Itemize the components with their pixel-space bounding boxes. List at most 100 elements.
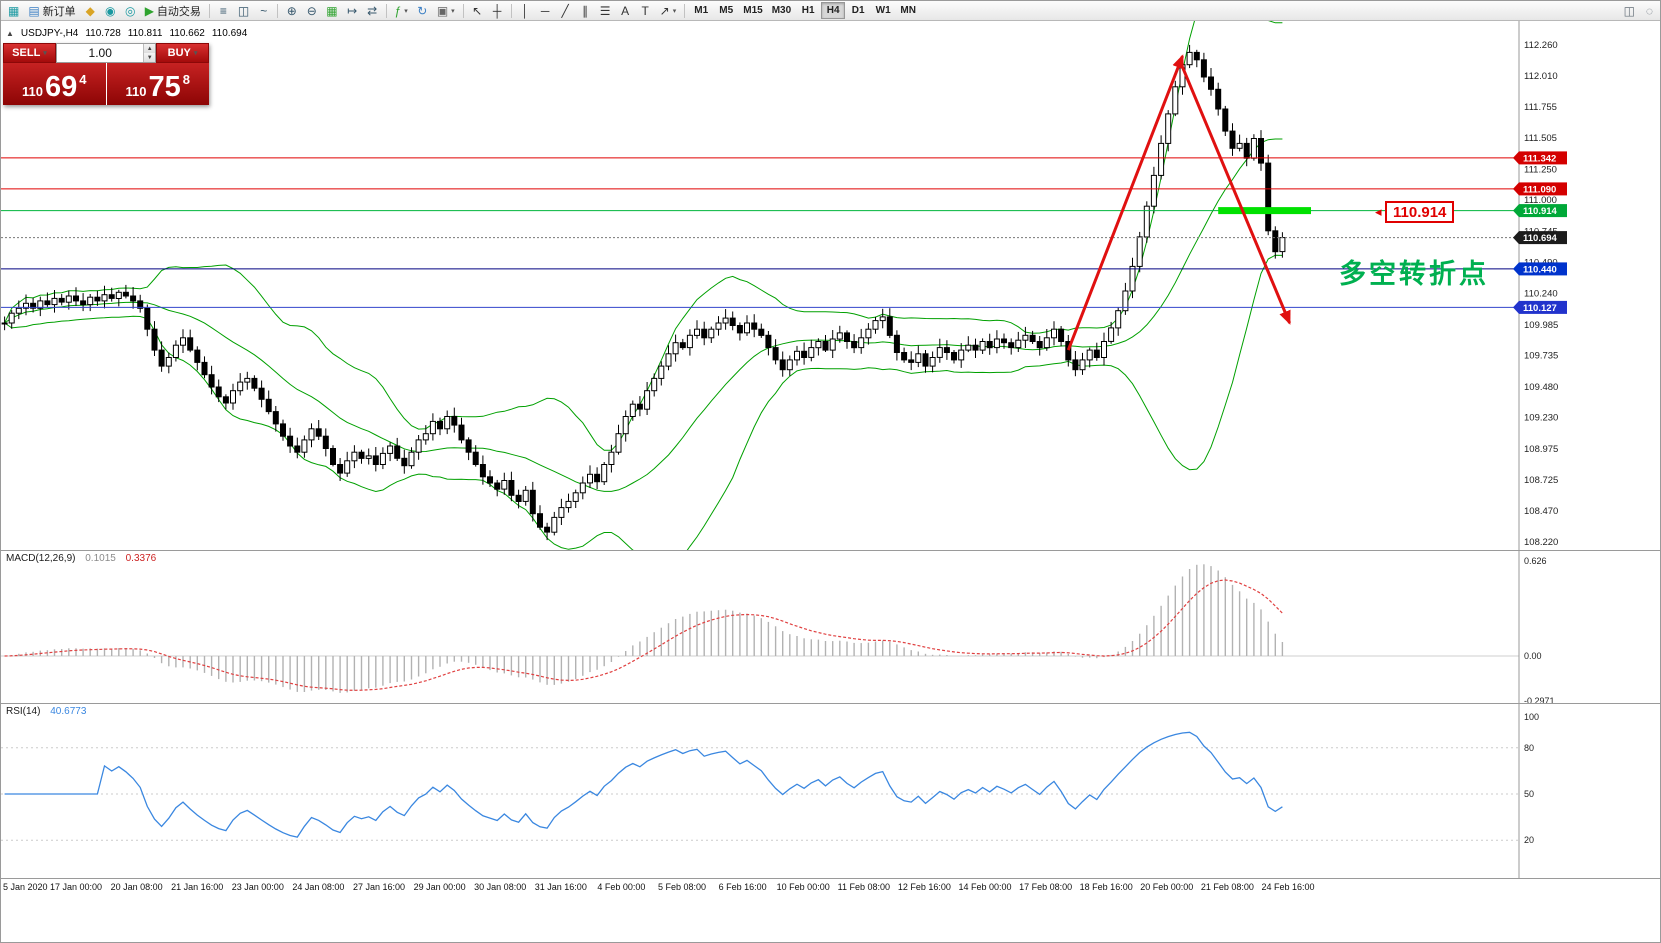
new-order-button[interactable]: ▤ 新订单 [24,2,79,19]
callout-arrow-icon: ◂ [1375,204,1382,219]
fibonacci-button[interactable]: ☰ [596,2,615,19]
terminal-button[interactable]: ▦ [4,2,23,19]
time-axis-label: 10 Feb 00:00 [776,882,830,892]
volume-input[interactable] [57,44,144,62]
bar-chart-button[interactable]: ≡ [214,2,233,19]
indicators-button[interactable]: ƒ ▾ [391,2,412,19]
arrows-tool-button[interactable]: ↗ ▾ [656,2,681,19]
main-chart[interactable]: 112.260 112.010 111.755 111.505 111.250 111.0… [1,21,1661,550]
buy-price-big: 75 [148,71,181,104]
svg-text:112.010: 112.010 [1524,71,1558,82]
svg-text:109.985: 109.985 [1524,320,1558,331]
zoom-out-button[interactable]: ⊖ [302,2,321,19]
chart-shift-icon: ⇄ [367,3,378,18]
text-label-button[interactable]: T [636,2,655,19]
volume-up-button[interactable]: ▲ [144,44,155,53]
svg-text:109.230: 109.230 [1524,413,1558,424]
line-chart-button[interactable]: ~ [254,2,273,19]
buy-button[interactable]: BUY ▾ [156,43,209,63]
svg-text:108.470: 108.470 [1524,506,1558,517]
time-axis[interactable]: 5 Jan 2020 17 Jan 00:00 20 Jan 08:00 21 Jan… [1,878,1660,942]
ohlc-open: 110.728 [85,28,121,39]
sell-price-sup: 4 [79,72,87,87]
sell-price[interactable]: 110 69 4 [3,63,106,105]
volume-control: ▲ ▼ [56,43,156,63]
horizontal-line-button[interactable]: ─ [536,2,555,19]
vertical-line-button[interactable]: │ [516,2,535,19]
sell-button[interactable]: SELL ▾ [3,43,56,63]
timeframe-m5[interactable]: M5 [714,2,738,19]
price-badge-arrow [1513,204,1519,218]
candles [1,44,1286,541]
text-button[interactable]: A [616,2,635,19]
svg-text:110.127: 110.127 [1523,303,1557,314]
trendline-button[interactable]: ╱ [556,2,575,19]
timeframe-h1[interactable]: H1 [796,2,820,19]
macd-name: MACD(12,26,9) [6,553,76,564]
collapse-trade-panel-icon[interactable]: ▲ [6,29,14,38]
chart-title: USDJPY-,H4 [20,28,79,39]
timeframe-m1[interactable]: M1 [689,2,713,19]
candlestick-chart-button[interactable]: ◫ [234,2,253,19]
time-axis-label: 30 Jan 08:00 [474,882,527,892]
metaeditor-button[interactable]: ◆ [81,2,100,19]
buy-price[interactable]: 110 75 8 [106,63,209,105]
line-chart-icon: ~ [260,3,268,18]
timeframe-mn[interactable]: MN [896,2,920,19]
highlight-segment[interactable] [1218,207,1311,215]
macd-value-signal: 0.3376 [125,553,157,564]
cursor-button[interactable]: ↖ [468,2,487,19]
refresh-icon: ↻ [417,3,428,18]
price-badge [1519,262,1567,276]
volume-down-button[interactable]: ▼ [144,53,155,62]
up-arrow[interactable] [1066,54,1184,351]
timeframe-d1[interactable]: D1 [846,2,870,19]
auto-scroll-button[interactable]: ↦ [343,2,362,19]
sell-label: SELL [12,47,41,59]
zoom-in-button[interactable]: ⊕ [282,2,301,19]
rsi-panel[interactable]: 100 80 50 20 [1,703,1661,878]
timeframe-m15[interactable]: M15 [739,2,766,19]
market-watch-button[interactable]: ◉ [101,2,120,19]
rsi-axis-tick: 50 [1524,789,1534,799]
search-icon: ◌ [1645,3,1654,18]
equidistant-channel-button[interactable]: ∥ [576,2,595,19]
macd-panel[interactable]: 0.626 0.00 -0.2971 [1,550,1661,703]
timeframe-h4[interactable]: H4 [821,2,846,19]
refresh-button[interactable]: ↻ [413,2,432,19]
price-badge-arrow [1513,262,1519,276]
time-axis-label: 20 Jan 08:00 [110,882,163,892]
time-axis-label: 24 Feb 16:00 [1261,882,1315,892]
time-axis-label: 24 Jan 08:00 [292,882,345,892]
tile-windows-button[interactable]: ▦ [322,2,341,19]
price-callout[interactable]: ◂ 110.914 [1375,201,1455,223]
svg-text:108.725: 108.725 [1524,475,1558,486]
toolbar-separator [208,3,210,18]
metaeditor-icon: ◆ [85,3,95,18]
timeframe-w1[interactable]: W1 [871,2,895,19]
time-axis-label: 5 Jan 2020 [3,882,48,892]
docs-button[interactable]: ◫ [1620,2,1639,19]
crosshair-button[interactable]: ┼ [488,2,507,19]
price-badge [1519,204,1567,218]
navigator-icon: ◎ [124,3,136,18]
text-icon: A [621,3,630,18]
templates-button[interactable]: ▣ ▾ [433,2,459,19]
price-badge-arrow [1513,231,1519,245]
timeframe-m30[interactable]: M30 [768,2,795,19]
turning-point-annotation[interactable]: 多空转折点 [1339,259,1489,289]
new-order-label: 新订单 [42,5,76,18]
buy-price-prefix: 110 [125,84,147,100]
auto-trading-button[interactable]: ▶ 自动交易 [141,2,205,19]
price-badge [1519,231,1567,245]
chart-shift-button[interactable]: ⇄ [363,2,382,19]
search-button[interactable]: ◌ [1640,2,1659,19]
rsi-label: RSI(14) 40.6773 [6,706,86,717]
price-callout-text: 110.914 [1393,203,1447,221]
price-badge [1519,182,1567,196]
zoom-in-icon: ⊕ [286,3,297,18]
down-arrow[interactable] [1181,66,1291,325]
macd-axis-tick: 0.00 [1524,651,1542,661]
text-label-icon: T [641,3,649,18]
navigator-button[interactable]: ◎ [121,2,140,19]
